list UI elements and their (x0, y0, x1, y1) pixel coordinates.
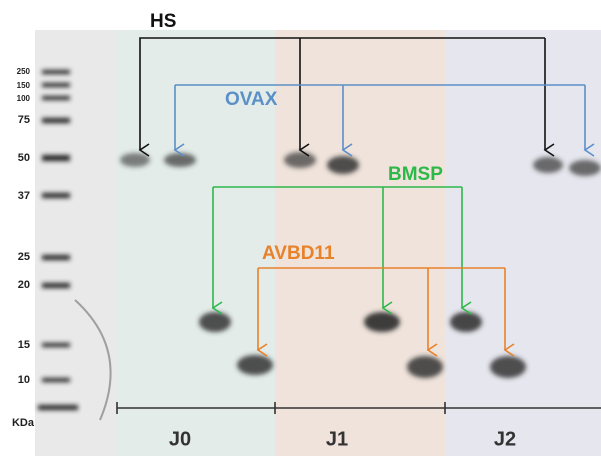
protein-label: BMSP (388, 164, 443, 185)
ladder-label: 75 (18, 114, 30, 126)
ladder-label: 25 (18, 251, 30, 263)
protein-label: HS (150, 11, 176, 32)
ladder-unit: KDa (12, 417, 35, 429)
group-label: J1 (326, 428, 348, 450)
protein-label: OVAX (225, 89, 278, 110)
protein-label: AVBD11 (262, 243, 335, 264)
ladder-label: 100 (17, 94, 31, 103)
ladder-label: 250 (17, 67, 31, 76)
ladder-label: 15 (18, 339, 30, 351)
ladder-label: 50 (18, 152, 30, 164)
group-label: J2 (494, 428, 516, 450)
ladder-label: 150 (17, 81, 31, 90)
group-label: J0 (169, 428, 191, 450)
ladder-label: 37 (18, 190, 30, 202)
ladder-label: 10 (18, 374, 30, 386)
lane-region-j2 (445, 30, 601, 456)
ladder-label: 20 (18, 279, 30, 291)
gel-figure: HS OVAX BMSP AVBD11 250 150 100 75 50 37… (0, 0, 601, 456)
